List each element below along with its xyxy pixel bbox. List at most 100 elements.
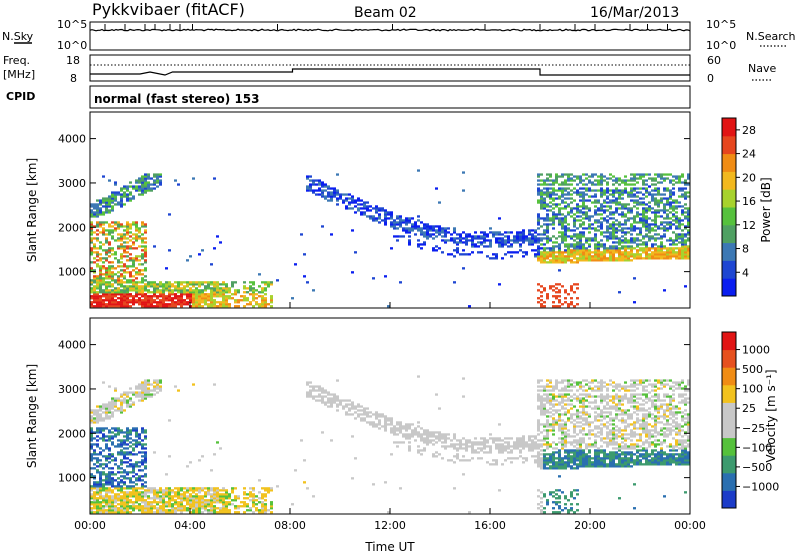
power-cell-2581 — [642, 217, 645, 220]
power-cell-2839 — [672, 219, 675, 222]
power-cell-1345 — [432, 247, 435, 250]
power-cell-1871 — [564, 251, 567, 254]
power-cell-1143 — [330, 197, 333, 200]
power-cell-2260 — [606, 227, 609, 230]
power-cell-1626 — [540, 225, 543, 228]
velocity-cell-906 — [204, 493, 207, 496]
velocity-cell-498 — [132, 475, 135, 478]
velocity-cell-1015 — [240, 501, 243, 504]
power-cell-2773 — [663, 193, 666, 196]
power-cell-2059 — [582, 223, 585, 226]
power-cell-1326 — [423, 233, 426, 236]
power-cell-1046 — [255, 303, 258, 306]
power-cell-2599 — [645, 253, 648, 256]
power-cell-2389 — [621, 255, 624, 258]
power-cell-1283 — [405, 223, 408, 226]
power-cell-2826 — [669, 181, 672, 184]
power-cell-2747 — [660, 197, 663, 200]
velocity-cell-997 — [231, 503, 234, 506]
power-cell-2983 — [687, 175, 690, 178]
power-cell-2474 — [630, 233, 633, 236]
power-cell-1742 — [552, 253, 555, 256]
power-cell-2118 — [588, 209, 591, 212]
velocity-cell-1400 — [456, 443, 459, 446]
power-cell-2723 — [657, 191, 660, 194]
power-cell-959 — [219, 301, 222, 304]
velocity-cell-909 — [207, 511, 210, 514]
velocity-cell-2 — [90, 507, 93, 510]
power-cell-2333 — [615, 257, 618, 260]
power-cell-2574 — [642, 241, 645, 244]
power-cell-1841 — [561, 235, 564, 238]
power-cell-1702 — [546, 187, 549, 190]
velocity-cell-34 — [93, 511, 96, 514]
power-cell-2527 — [636, 243, 639, 246]
velocity-cell-1559 — [531, 455, 534, 458]
power-cell-1772 — [555, 287, 558, 290]
power-cell-2351 — [615, 199, 618, 202]
power-cell-1915 — [567, 211, 570, 214]
velocity-cell-1630 — [540, 409, 543, 412]
power-cell-1425 — [468, 239, 471, 242]
velocity-cell-980 — [225, 509, 228, 512]
power-cell-559 — [138, 269, 141, 272]
velocity-cell-83 — [96, 461, 99, 464]
power-cell-2856 — [675, 251, 678, 254]
power-cell-832 — [186, 291, 189, 294]
power-cell-399 — [123, 265, 126, 268]
power-cell-2957 — [687, 257, 690, 260]
power-cell-353 — [120, 285, 123, 288]
power-cell-1550 — [525, 237, 528, 240]
velocity-cell-1375 — [444, 437, 447, 440]
velocity-cell-1207 — [366, 411, 369, 414]
velocity-cell-1468 — [489, 437, 492, 440]
power-cell-988 — [225, 285, 228, 288]
power-cell-982 — [225, 299, 228, 302]
beam-label: Beam 02 — [354, 5, 417, 21]
power-cell-427 — [126, 287, 129, 290]
power-cell-255 — [111, 291, 114, 294]
velocity-cell-535 — [135, 441, 138, 444]
power-cell-13 — [90, 261, 93, 264]
power-cell-2056 — [582, 233, 585, 236]
power-cell-1151 — [333, 189, 336, 192]
velocity-cell-1637 — [540, 395, 543, 398]
power-cell-1201 — [363, 205, 366, 208]
velocity-cell-886 — [198, 487, 201, 490]
velocity-cell-35 — [93, 507, 96, 510]
power-cell-2518 — [633, 177, 636, 180]
power-cell-511 — [132, 197, 135, 200]
power-cell-2731 — [660, 253, 663, 256]
power-cell-2899 — [678, 179, 681, 182]
velocity-cell-577 — [141, 509, 144, 512]
power-cell-741 — [162, 295, 165, 298]
velocity-cell-28 — [90, 421, 93, 424]
power-cell-1995 — [576, 245, 579, 248]
velocity-cell-1845 — [561, 431, 564, 434]
power-cell-1157 — [336, 191, 339, 194]
velocity-cell-1010 — [237, 507, 240, 510]
power-cell-445 — [126, 225, 129, 228]
power-cell-748 — [165, 305, 168, 308]
power-cell-1171 — [348, 207, 351, 210]
power-cell-2727 — [657, 175, 660, 178]
velocity-cell-1019 — [243, 501, 246, 504]
power-cell-1755 — [552, 213, 555, 216]
power-cell-2096 — [585, 189, 588, 192]
power-cell-2288 — [609, 227, 612, 230]
power-cell-381 — [120, 189, 123, 192]
power-cell-1385 — [450, 233, 453, 236]
velocity-cell-1777 — [555, 461, 558, 464]
power-cell-1492 — [501, 257, 504, 260]
power-cell-238 — [108, 223, 111, 226]
power-cell-1693 — [546, 215, 549, 218]
power-cell-155 — [102, 257, 105, 260]
power-cell-685 — [150, 177, 153, 180]
velocity-cell-1432 — [471, 445, 474, 448]
power-cell-2822 — [669, 195, 672, 198]
power-cell-651 — [144, 175, 147, 178]
power-cell-496 — [132, 279, 135, 282]
velocity-cell-485 — [129, 387, 132, 390]
velocity-cell-1258 — [393, 427, 396, 430]
velocity-cell-1315 — [417, 375, 420, 378]
